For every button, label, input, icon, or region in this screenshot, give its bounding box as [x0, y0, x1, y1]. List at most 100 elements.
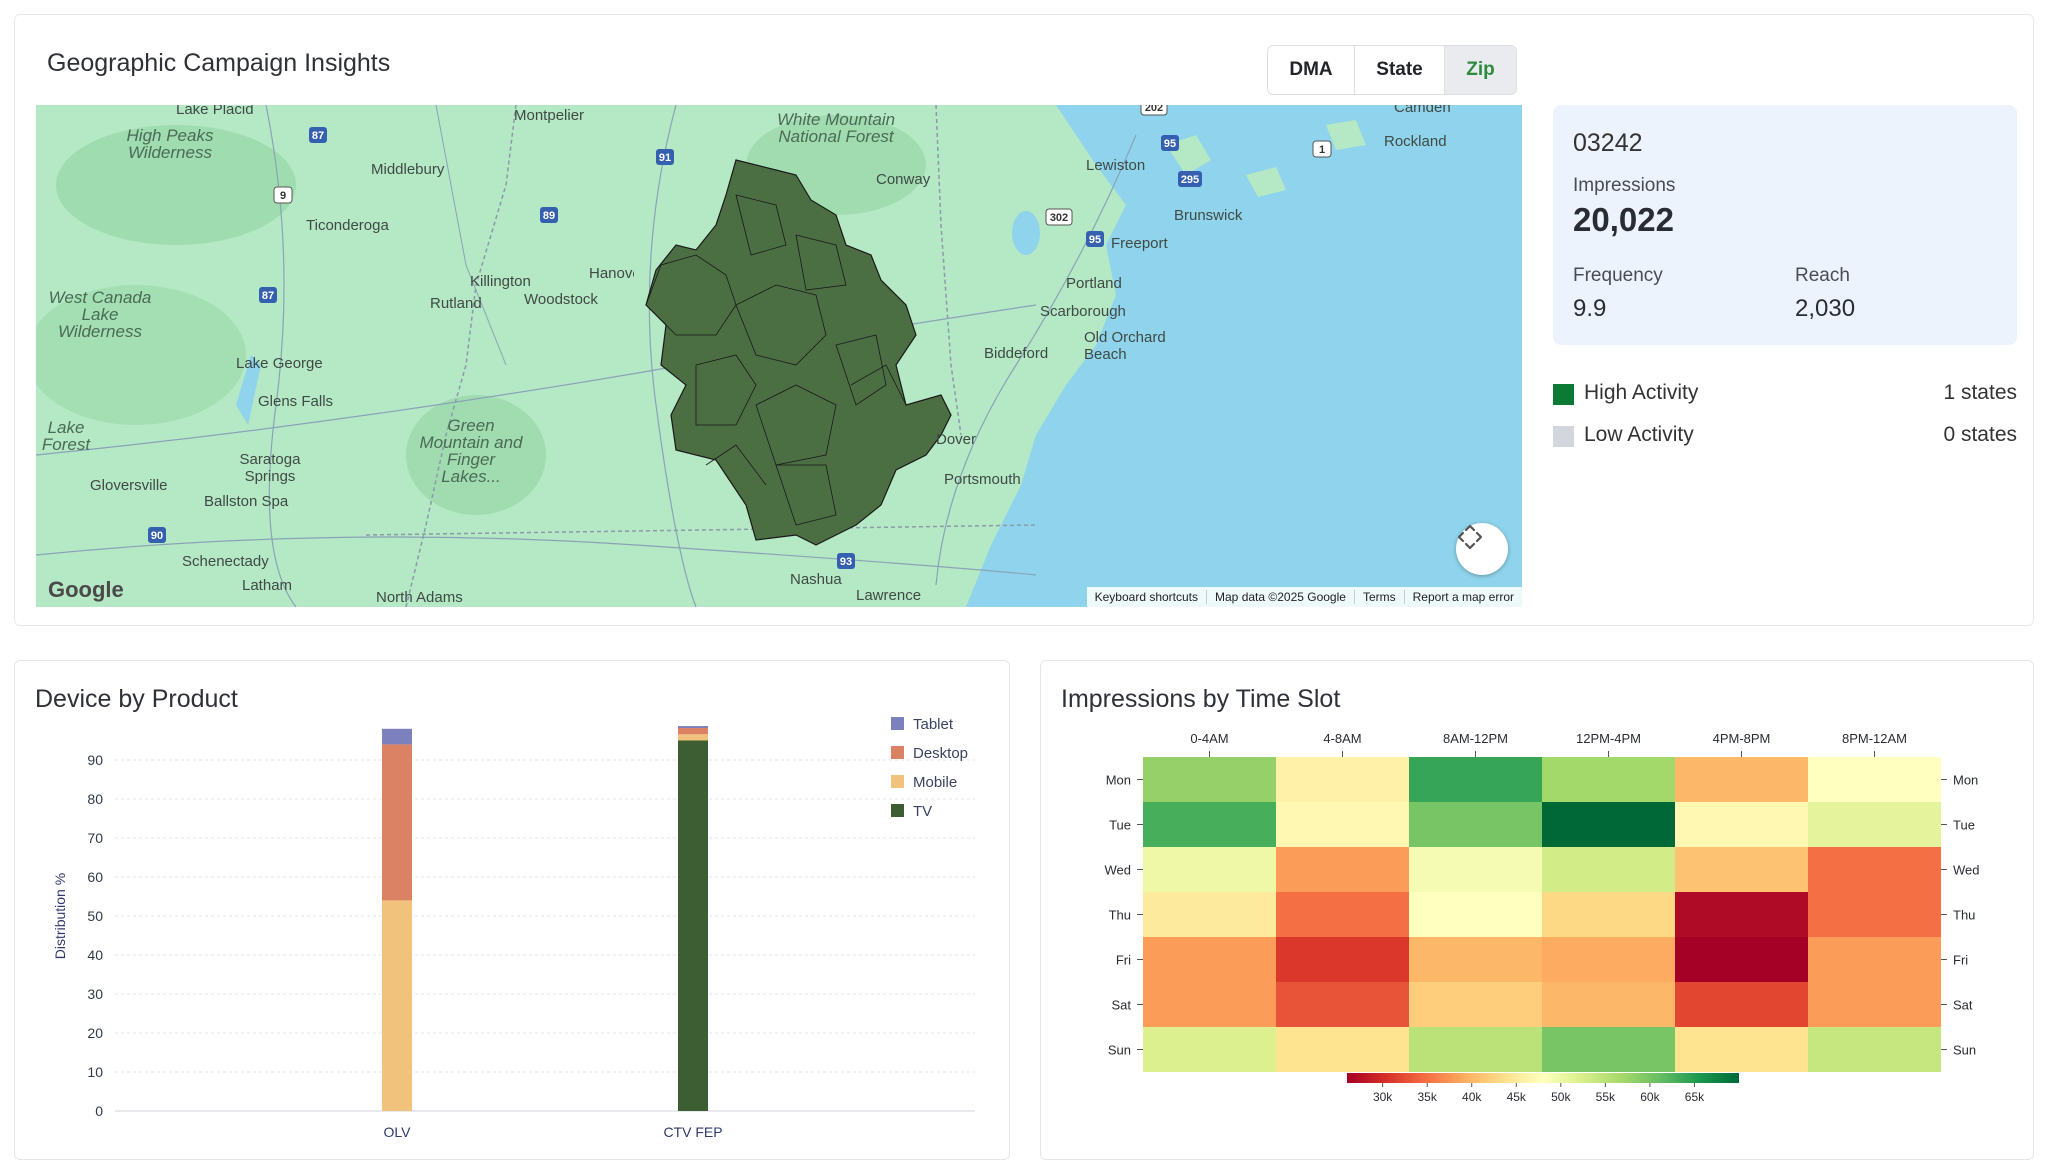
frequency-label: Frequency — [1573, 265, 1663, 286]
road-line — [935, 134, 1137, 586]
heatmap-card-title: Impressions by Time Slot — [1061, 685, 1341, 713]
google-logo: Google — [48, 577, 124, 602]
colorbar-tick-label: 65k — [1685, 1090, 1705, 1104]
heatmap-cell — [1276, 847, 1409, 892]
recenter-map-button[interactable] — [1456, 523, 1508, 575]
heatmap-row-label-left: Sat — [1111, 998, 1131, 1013]
heatmap-col-label: 4PM-8PM — [1713, 731, 1771, 746]
tab-zip[interactable]: Zip — [1444, 46, 1516, 94]
highway-shield-9-text: 9 — [280, 190, 286, 202]
lake-shape — [236, 355, 261, 425]
highway-shield-302 — [1045, 208, 1073, 226]
road-line — [648, 105, 697, 607]
map-basemap: 87 91 9 89 87 95 302 95 295 202 — [36, 105, 1522, 607]
heatmap-row-label-left: Tue — [1109, 818, 1131, 833]
y-tick-label: 50 — [87, 908, 103, 924]
heatmap-cell — [1675, 982, 1808, 1027]
impressions-label: Impressions — [1573, 175, 1676, 196]
heatmap-row-label-left: Wed — [1105, 863, 1132, 878]
heatmap-cell — [1143, 802, 1276, 847]
heatmap-cell — [1542, 937, 1675, 982]
device-by-product-card: Device by Product 0 10 20 30 40 50 60 70 80 90 Dis… — [14, 660, 1010, 1160]
colorbar-tick-label: 60k — [1640, 1090, 1660, 1104]
heatmap-cell — [1808, 802, 1941, 847]
campaign-map[interactable]: 87 91 9 89 87 95 302 95 295 202 — [36, 105, 1522, 607]
colorbar-tick-label: 35k — [1418, 1090, 1438, 1104]
map-label-latham: Latham — [242, 577, 293, 594]
bar-segment-mobile — [382, 900, 412, 1111]
heatmap-row-label-right: Thu — [1953, 908, 1975, 923]
legend-label-desktop: Desktop — [913, 745, 968, 762]
zip-boundary — [795, 234, 847, 291]
map-label-nashua: Nashua — [790, 571, 842, 588]
report-map-error-link[interactable]: Report a map error — [1403, 590, 1522, 604]
y-tick-label: 90 — [87, 752, 103, 768]
y-tick-label: 10 — [87, 1064, 103, 1080]
reach-label: Reach — [1795, 265, 1850, 286]
map-data-attribution: Map data ©2025 Google — [1206, 590, 1354, 604]
heatmap-cell — [1542, 982, 1675, 1027]
heatmap-cell — [1675, 802, 1808, 847]
selected-zip-code: 03242 — [1573, 129, 1643, 157]
map-label-lawrence: Lawrence — [856, 587, 922, 604]
heatmap-cell — [1542, 1027, 1675, 1072]
island-shape — [1246, 167, 1286, 197]
highway-shield-95b-text: 95 — [1089, 234, 1101, 246]
forest-patch — [406, 395, 546, 515]
heatmap-cell — [1675, 892, 1808, 937]
zip-boundary — [835, 334, 887, 406]
bar-segment-desktop — [382, 744, 412, 901]
heatmap-cell — [1542, 892, 1675, 937]
map-footer: Keyboard shortcuts Map data ©2025 Google… — [1086, 587, 1522, 607]
heatmap-cell — [1276, 982, 1409, 1027]
map-label-schenectady: Schenectady — [182, 553, 269, 570]
heatmap-col-label: 12PM-4PM — [1576, 731, 1641, 746]
highway-shield-295-text: 295 — [1181, 174, 1199, 186]
heatmap-cell — [1542, 757, 1675, 802]
highway-shield-1 — [1312, 140, 1332, 158]
highway-shield-89 — [540, 207, 558, 223]
map-label-saratoga-springs: Saratoga Springs — [239, 451, 301, 485]
reach-value: 2,030 — [1795, 295, 1856, 322]
heatmap-col-label: 0-4AM — [1190, 731, 1228, 746]
zip-boundary — [735, 194, 787, 256]
heatmap-cell — [1808, 937, 1941, 982]
map-label-conway: Conway — [876, 171, 931, 188]
bar-segment-mobile — [678, 734, 708, 741]
legend-count-low: 0 states — [1943, 423, 2017, 446]
impressions-value: 20,022 — [1573, 201, 1674, 238]
map-label-portsmouth: Portsmouth — [944, 471, 1021, 488]
bar-segment-tablet — [382, 728, 412, 745]
legend-swatch-desktop — [891, 746, 904, 759]
heatmap-cell — [1675, 847, 1808, 892]
map-label-camden: Camden — [1394, 105, 1451, 116]
bar-segment-tv — [678, 740, 708, 1111]
zip-boundary — [645, 254, 737, 336]
heatmap-cell — [1675, 937, 1808, 982]
impressions-heatmap: 0-4AM 4-8AM 8AM-12PM 12PM-4PM 4PM-8PM 8PM-12A… — [1105, 731, 1980, 1104]
y-tick-label: 20 — [87, 1025, 103, 1041]
zip-region-high-activity[interactable] — [645, 159, 952, 546]
highway-shield-89-text: 89 — [543, 210, 555, 222]
road-line — [36, 536, 1037, 576]
y-tick-label: 40 — [87, 947, 103, 963]
impressions-heatmap-card: Impressions by Time Slot 0-4AM 4-8AM 8AM-1… — [1040, 660, 2034, 1160]
heatmap-row-label-left: Thu — [1109, 908, 1131, 923]
map-label-lake-george: Lake George — [236, 355, 323, 372]
geographic-insights-card: Geographic Campaign Insights DMA State Z… — [14, 14, 2034, 626]
colorbar-tick-label: 45k — [1507, 1090, 1527, 1104]
heatmap-row-label-left: Fri — [1116, 953, 1131, 968]
map-label-lake-placid: Lake Placid — [176, 105, 254, 118]
heatmap-cell — [1675, 757, 1808, 802]
y-axis-label: Distribution % — [52, 873, 68, 959]
tab-dma[interactable]: DMA — [1289, 59, 1333, 80]
keyboard-shortcuts-link[interactable]: Keyboard shortcuts — [1094, 590, 1199, 604]
heatmap-cell — [1409, 757, 1542, 802]
legend-label-low: Low Activity — [1584, 423, 1694, 446]
heatmap-cell — [1808, 1027, 1941, 1072]
tab-state[interactable]: State — [1354, 46, 1444, 94]
terms-link[interactable]: Terms — [1353, 590, 1404, 604]
zip-boundary — [735, 284, 827, 366]
heatmap-cell — [1143, 982, 1276, 1027]
bar-segment-desktop — [678, 728, 708, 735]
